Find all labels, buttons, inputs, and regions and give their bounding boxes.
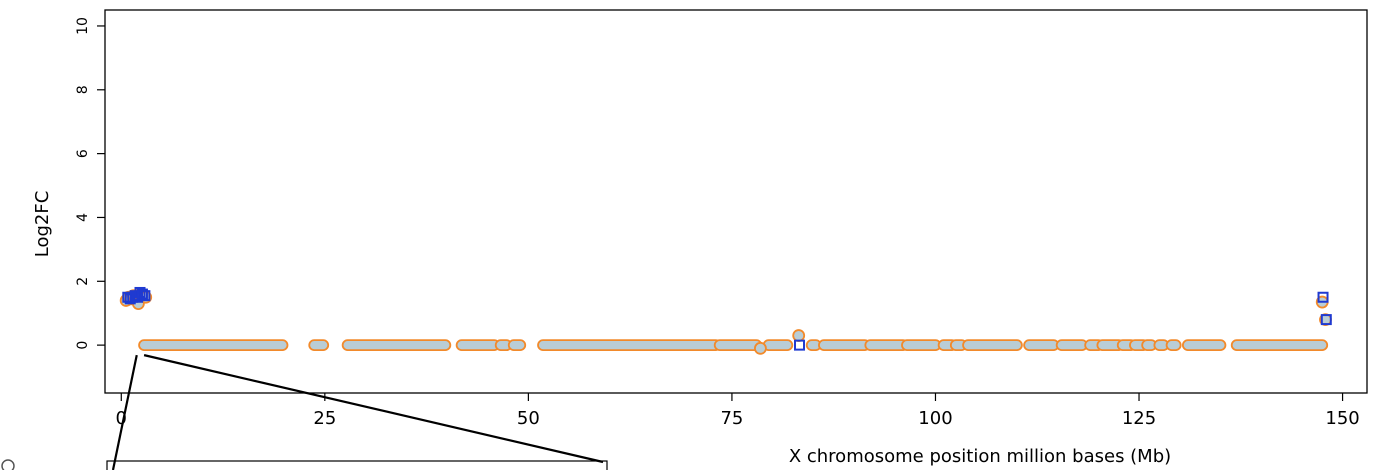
point-band <box>308 339 330 352</box>
x-tick-label: 50 <box>517 408 540 429</box>
zoom-callout <box>1 354 608 470</box>
y-tick-label: 10 <box>75 17 91 35</box>
point-band <box>818 339 871 352</box>
y-tick-label: 4 <box>75 213 91 222</box>
point-band <box>1181 339 1227 352</box>
inset-frame <box>106 460 608 470</box>
square-point <box>794 339 806 351</box>
data-points <box>119 286 1332 355</box>
x-tick-label: 150 <box>1325 408 1359 429</box>
plot-frame <box>104 9 1368 394</box>
x-tick-label: 125 <box>1122 408 1156 429</box>
point-band <box>1023 339 1060 352</box>
y-tick-label: 2 <box>75 277 91 286</box>
x-tick-label: 75 <box>720 408 743 429</box>
square-point <box>1317 291 1329 303</box>
point-band <box>138 339 289 352</box>
axes: 0 25 50 75 100 125 150 0 2 4 6 8 10 <box>75 17 1360 429</box>
point-band <box>1165 339 1182 352</box>
point-band <box>341 339 452 352</box>
inset-marker <box>1 459 15 470</box>
zoom-line-right <box>143 354 604 464</box>
x-tick-label: 0 <box>116 408 127 429</box>
point-band <box>762 339 794 352</box>
point-band <box>901 339 942 352</box>
y-axis-title: Log2FC <box>32 191 53 258</box>
y-tick-label: 0 <box>75 341 91 350</box>
square-point <box>136 288 148 300</box>
y-tick-label: 8 <box>75 85 91 94</box>
x-tick-label: 100 <box>918 408 952 429</box>
zoom-line-left <box>111 354 138 470</box>
x-axis-title: X chromosome position million bases (Mb) <box>789 446 1171 467</box>
point-bands <box>138 339 1329 352</box>
y-tick-label: 6 <box>75 149 91 158</box>
point-band <box>455 339 501 352</box>
point-band <box>507 339 527 352</box>
point-band <box>1230 339 1329 352</box>
point-band <box>962 339 1023 352</box>
x-tick-label: 25 <box>313 408 336 429</box>
square-point <box>1320 314 1332 326</box>
point-band <box>1055 339 1088 352</box>
point-band <box>537 339 722 352</box>
circle-point <box>754 341 767 355</box>
square-point <box>139 290 151 302</box>
circle-point <box>792 329 806 342</box>
